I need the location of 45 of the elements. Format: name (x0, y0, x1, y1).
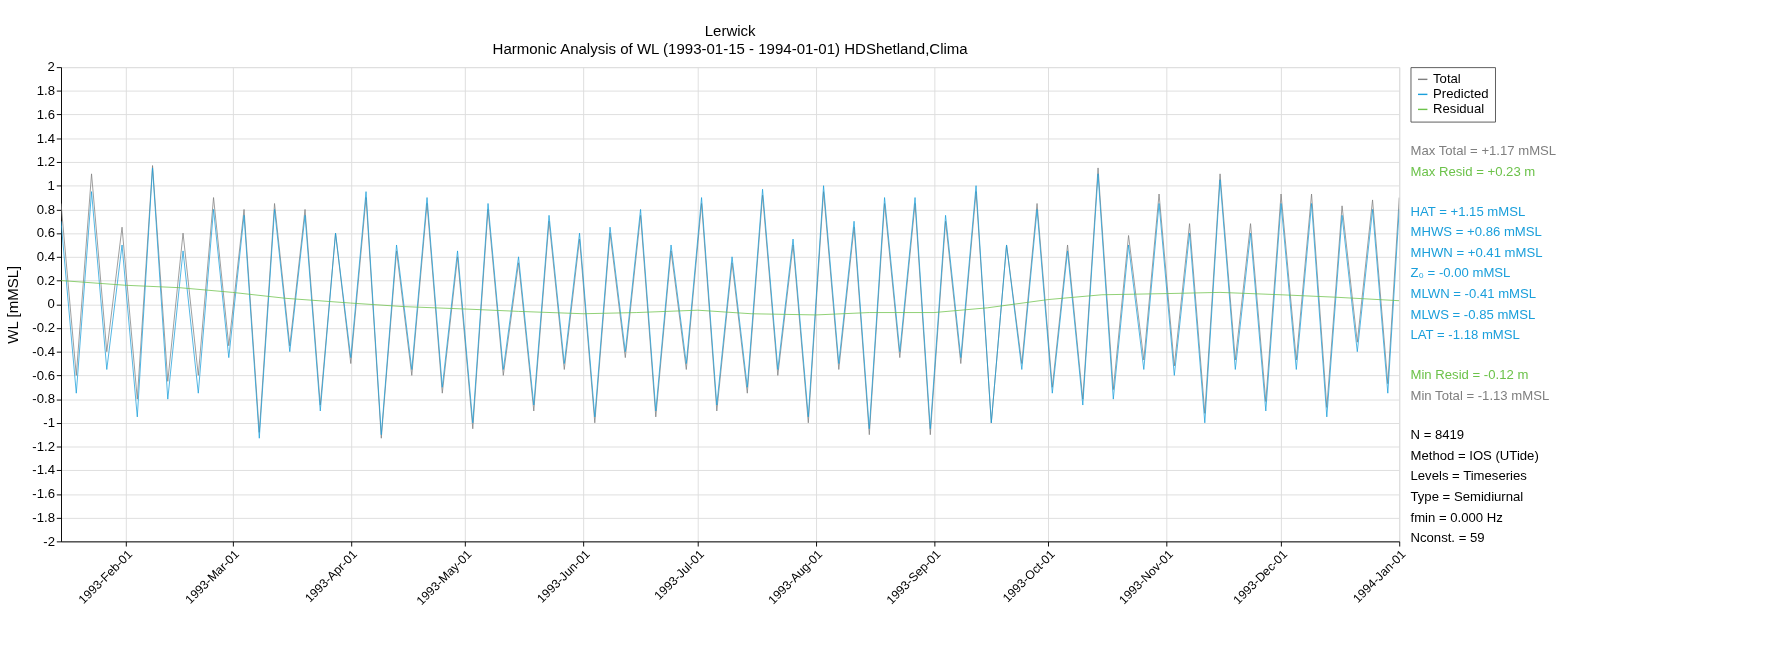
y-tick-label: -0.2 (32, 320, 55, 336)
y-tick-label: -0.4 (32, 343, 55, 359)
text: MLWS = -0.85 mMSL (1410, 306, 1536, 322)
text: MHWS = +0.86 mMSL (1410, 224, 1542, 240)
text: Nconst. = 59 (1410, 530, 1485, 546)
y-tick-label: 1.4 (36, 130, 55, 146)
legend-label: Predicted (1433, 86, 1489, 102)
text: Levels = Timeseries (1410, 468, 1528, 484)
text: HAT = +1.15 mMSL (1410, 203, 1526, 219)
text: Max Resid = +0.23 m (1410, 164, 1536, 180)
y-tick-label: 0 (47, 296, 55, 312)
text: fmin = 0.000 Hz (1410, 509, 1503, 525)
y-tick-label: 0.2 (36, 272, 55, 288)
y-tick-label: 1.8 (36, 83, 55, 99)
y-tick-label: 0.6 (36, 225, 55, 241)
chart-title: Lerwick (704, 22, 757, 40)
text: LAT = -1.18 mMSL (1410, 327, 1520, 343)
y-tick-label: 0.8 (36, 201, 55, 217)
y-tick-label: 1.6 (36, 106, 55, 122)
chart-subtitle: Harmonic Analysis of WL (1993-01-15 - 1994-01-01) HDShetland,Clima (492, 39, 969, 57)
y-tick-label: -0.8 (32, 391, 55, 407)
text: Method = IOS (UTide) (1410, 447, 1539, 463)
y-tick-label: 1 (47, 177, 55, 193)
text: Min Total = -1.13 mMSL (1410, 387, 1550, 403)
text: MLWN = -0.41 mMSL (1410, 286, 1537, 302)
y-tick-label: 0.4 (36, 249, 55, 265)
y-tick-label: -1.4 (32, 462, 55, 478)
y-tick-label: 2 (47, 59, 55, 75)
y-tick-label: -1 (43, 415, 55, 431)
legend-label: Total (1433, 71, 1461, 87)
y-tick-label: 1.2 (36, 154, 55, 170)
line-series (61, 280, 1400, 316)
y-tick-label: -0.6 (32, 367, 55, 383)
text: Z₀ = -0.00 mMSL (1410, 265, 1511, 281)
legend-label: Residual (1433, 101, 1485, 117)
y-tick-label: -1.2 (32, 438, 55, 454)
text: Type = Semidiurnal (1410, 489, 1524, 504)
text: Max Total = +1.17 mMSL (1410, 143, 1557, 159)
y-axis-title: WL [mMSL] (4, 265, 22, 344)
y-tick-label: -2 (43, 533, 55, 549)
text: N = 8419 (1410, 427, 1465, 443)
text: MHWN = +0.41 mMSL (1410, 244, 1543, 260)
y-tick-label: -1.8 (32, 509, 55, 525)
text: Min Resid = -0.12 m (1410, 366, 1529, 382)
y-tick-label: -1.6 (32, 486, 55, 502)
